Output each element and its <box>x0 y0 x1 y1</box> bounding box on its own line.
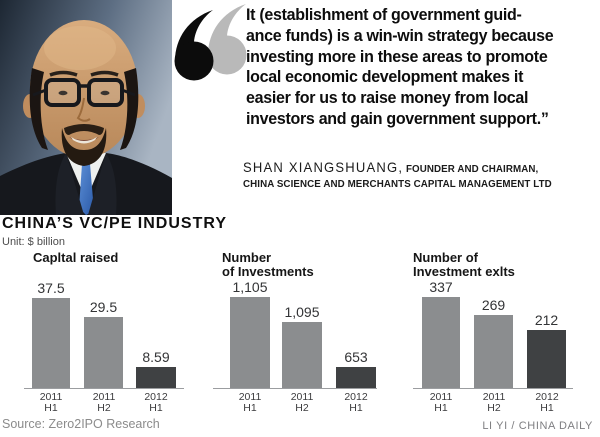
chart-title-line: Investment exlts <box>413 264 515 279</box>
bar-2011-h2 <box>474 315 513 388</box>
category-label: 2011 H1 <box>39 391 63 414</box>
category-label: 2011 H1 <box>429 391 453 414</box>
quote-attribution: SHAN XIANGSHUANG, FOUNDER AND CHAIRMAN, … <box>243 159 596 191</box>
category-label: 2011 H1 <box>238 391 262 414</box>
category-label: 2011 H2 <box>290 391 314 414</box>
source-credit: Source: Zero2IPO Research <box>2 417 160 431</box>
quote-text: It (establishment of government guid- an… <box>246 5 591 130</box>
chart-plot-area: 1,105 1,095 653 <box>213 279 377 389</box>
category-label: 2012 H1 <box>535 391 559 414</box>
bar-group: 37.5 <box>32 280 70 388</box>
value-label: 1,105 <box>232 279 268 295</box>
bar-group: 1,105 <box>230 279 270 388</box>
portrait-illustration <box>0 0 172 215</box>
bar-2011-h2 <box>84 317 123 388</box>
value-label: 8.59 <box>142 349 170 365</box>
quote-line: easier for us to raise money from local <box>246 89 529 108</box>
bar-group: 212 <box>527 312 566 388</box>
value-label: 653 <box>344 349 368 365</box>
section-title: CHINA’S VC/PE INDUSTRY <box>2 215 227 232</box>
category-label: 2012 H1 <box>144 391 168 414</box>
portrait-photo <box>0 0 172 215</box>
bar-2011-h2 <box>282 322 322 388</box>
value-label: 337 <box>429 279 453 295</box>
quote-line: It (establishment of government guid- <box>246 6 522 24</box>
bar-group: 8.59 <box>136 349 176 388</box>
category-label: 2011 H2 <box>482 391 506 414</box>
bar-2011-h1 <box>32 298 70 388</box>
chart-plot-area: 37.5 29.5 8.59 <box>24 280 184 389</box>
unit-label: Unit: $ billion <box>2 236 65 248</box>
artist-credit: LI YI / CHINA DAILY <box>482 420 593 432</box>
quote-line: investors and gain government support.” <box>246 109 549 128</box>
category-label: 2011 H2 <box>92 391 116 414</box>
bar-group: 1,095 <box>282 304 322 388</box>
quote-line: local economic development makes it <box>246 68 524 87</box>
value-label: 37.5 <box>37 280 65 296</box>
chart-title-line: Number of <box>413 250 478 265</box>
bar-2011-h1 <box>422 297 460 388</box>
bar-2012-h1 <box>136 367 176 388</box>
chart-title-line: of Investments <box>222 264 314 279</box>
bar-2012-h1 <box>527 330 566 388</box>
chart-plot-area: 337 269 212 <box>413 279 573 389</box>
attribution-role: FOUNDER AND CHAIRMAN, <box>403 163 539 175</box>
bar-group: 337 <box>422 279 460 388</box>
bar-group: 653 <box>336 349 376 388</box>
value-label: 212 <box>534 312 559 328</box>
chart-title: Number of Investment exlts <box>413 251 573 279</box>
chart-title: Number of Investments <box>213 251 377 279</box>
chart-title-line: Number <box>222 250 272 265</box>
chart-title: Capltal raised <box>24 251 184 265</box>
attribution-company: CHINA SCIENCE AND MERCHANTS CAPITAL MANA… <box>243 178 552 190</box>
chart-title-line: Capltal raised <box>33 250 119 265</box>
quote-line: investing more in these areas to promote <box>246 47 548 66</box>
bar-2011-h1 <box>230 297 270 388</box>
bar-group: 29.5 <box>84 299 123 388</box>
value-label: 1,095 <box>284 304 320 320</box>
value-label: 29.5 <box>89 299 118 315</box>
chart-number-of-investments: Number of Investments 1,105 1,095 653 20… <box>213 251 377 413</box>
bar-group: 269 <box>474 297 513 388</box>
chart-number-of-investment-exits: Number of Investment exlts 337 269 212 2… <box>413 251 573 413</box>
category-label: 2012 H1 <box>344 391 368 414</box>
value-label: 269 <box>481 297 506 313</box>
quote-mark-icon <box>171 2 253 84</box>
attribution-name: SHAN XIANGSHUANG, <box>243 159 404 175</box>
chart-capital-raised: Capltal raised 37.5 29.5 8.59 2011 H1 201… <box>24 251 184 413</box>
bar-2012-h1 <box>336 367 376 388</box>
quote-line: ance funds) is a win-win strategy becaus… <box>246 26 554 45</box>
